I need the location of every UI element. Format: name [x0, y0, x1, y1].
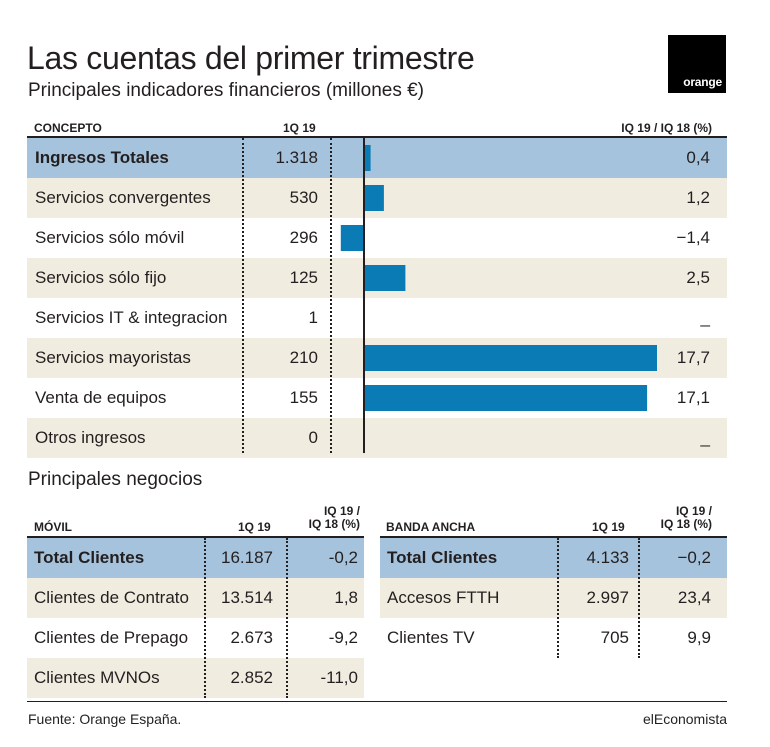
row-pct-value: 23,4 [677, 588, 711, 607]
row-label: Total Clientes [34, 548, 145, 567]
page-title: Las cuentas del primer trimestre [27, 40, 475, 76]
bar [364, 345, 657, 371]
row-q1-value: 4.133 [586, 548, 629, 567]
row-pct-label: 2,5 [686, 268, 710, 287]
row-pct-label: 0,4 [686, 148, 710, 167]
row-label: Clientes de Prepago [34, 628, 189, 647]
row-q1-value: 1 [308, 308, 318, 327]
movil-divider-1 [204, 538, 206, 698]
column-divider-concepto [242, 138, 244, 453]
table-row: Clientes TV 705 9,9 [380, 618, 727, 658]
banda-divider-2 [638, 538, 640, 658]
zero-axis [363, 138, 365, 453]
row-pct-label: −1,4 [676, 228, 710, 247]
row-q1-value: 210 [289, 348, 318, 367]
banda-col-pct-line1: IQ 19 / [675, 504, 712, 518]
section-title: Principales negocios [28, 469, 203, 490]
bar [364, 185, 384, 211]
movil-col-pct: IQ 19 / IQ 18 (%) [309, 505, 360, 531]
table-row: Total Clientes 16.187 -0,2 [27, 538, 364, 578]
footer-source: Fuente: Orange España. [28, 711, 182, 727]
row-label: Otros ingresos [35, 428, 146, 447]
row-q1-value: 16.187 [221, 548, 273, 567]
banda-divider-1 [557, 538, 559, 658]
bar [364, 385, 648, 411]
footer-brand: elEconomista [642, 711, 727, 727]
row-q1-value: 705 [600, 628, 629, 647]
row-label: Servicios convergentes [35, 188, 211, 207]
table-row: Clientes de Contrato 13.514 1,8 [27, 578, 364, 618]
table-row: Venta de equipos 155 17,1 [27, 378, 727, 418]
row-q1-value: 13.514 [221, 588, 273, 607]
movil-col-1q19: 1Q 19 [238, 520, 271, 534]
row-label: Servicios sólo móvil [35, 228, 185, 247]
banda-col-pct-line2: IQ 18 (%) [660, 517, 712, 531]
header-rule [27, 136, 727, 138]
row-q1-value: 530 [289, 188, 318, 207]
row-label: Total Clientes [387, 548, 498, 567]
header-pct: IQ 19 / IQ 18 (%) [621, 121, 712, 135]
banda-col-pct: IQ 19 / IQ 18 (%) [661, 505, 712, 531]
table-row: Clientes MVNOs 2.852 -11,0 [27, 658, 364, 698]
row-label: Venta de equipos [35, 388, 167, 407]
orange-logo: orange [668, 35, 726, 93]
row-pct-label: _ [700, 308, 710, 327]
row-pct-value: −0,2 [677, 548, 711, 567]
row-pct-value: 1,8 [334, 588, 358, 607]
table-row: Servicios IT & integracion 1 _ [27, 298, 727, 338]
row-q1-value: 0 [308, 428, 318, 447]
row-q1-value: 125 [289, 268, 318, 287]
row-pct-label: _ [700, 428, 710, 447]
movil-divider-2 [286, 538, 288, 698]
movil-header-rule [27, 536, 364, 538]
footer-rule [27, 701, 727, 702]
row-pct-label: 17,7 [676, 348, 710, 367]
row-pct-label: 17,1 [676, 388, 710, 407]
banda-col-1q19: 1Q 19 [592, 520, 625, 534]
row-label: Servicios sólo fijo [35, 268, 167, 287]
row-label: Ingresos Totales [35, 148, 169, 167]
row-label: Servicios IT & integracion [35, 308, 228, 327]
column-divider-q1 [330, 138, 332, 453]
header-1q19: 1Q 19 [283, 121, 316, 135]
banda-header: BANDA ANCHA [386, 520, 476, 534]
table-row: Servicios sólo móvil 296 −1,4 [27, 218, 727, 258]
table-row: Clientes de Prepago 2.673 -9,2 [27, 618, 364, 658]
row-pct-value: -0,2 [328, 548, 358, 567]
row-pct-value: 9,9 [687, 628, 711, 647]
table-row: Total Clientes 4.133 −0,2 [380, 538, 727, 578]
row-label: Accesos FTTH [387, 588, 500, 607]
table-row: Otros ingresos 0 _ [27, 418, 727, 458]
row-q1-value: 1.318 [275, 148, 318, 167]
movil-header: MÓVIL [34, 520, 72, 534]
bar [340, 225, 364, 251]
row-q1-value: 155 [289, 388, 318, 407]
row-label: Clientes MVNOs [34, 668, 160, 687]
movil-col-pct-line1: IQ 19 / [323, 504, 360, 518]
movil-col-pct-line2: IQ 18 (%) [308, 517, 360, 531]
row-pct-value: -9,2 [328, 628, 358, 647]
row-label: Servicios mayoristas [35, 348, 191, 367]
row-q1-value: 296 [289, 228, 318, 247]
row-q1-value: 2.673 [230, 628, 273, 647]
page-subtitle: Principales indicadores financieros (mil… [28, 80, 425, 101]
row-pct-value: -11,0 [320, 668, 359, 687]
table-row: Accesos FTTH 2.997 23,4 [380, 578, 727, 618]
row-label: Clientes TV [387, 628, 475, 647]
bar [364, 265, 406, 291]
logo-text: orange [683, 75, 722, 89]
table-row: Ingresos Totales 1.318 0,4 [27, 138, 727, 178]
row-q1-value: 2.852 [230, 668, 273, 687]
row-q1-value: 2.997 [586, 588, 629, 607]
header-concepto: CONCEPTO [34, 121, 102, 135]
banda-header-rule [380, 536, 727, 538]
row-pct-label: 1,2 [686, 188, 710, 207]
row-label: Clientes de Contrato [34, 588, 189, 607]
bar [364, 145, 371, 171]
